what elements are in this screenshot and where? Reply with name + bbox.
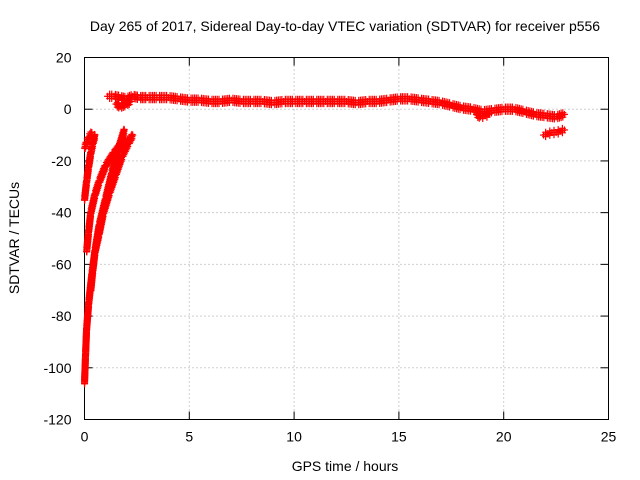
data-point-band-dip-2 [474, 109, 482, 117]
data-point-band-dip-2 [485, 110, 493, 118]
y-tick-label: -20 [51, 153, 71, 169]
y-tick-label: -100 [43, 360, 71, 376]
y-tick-label: 20 [56, 50, 72, 66]
x-tick-label: 0 [81, 429, 89, 445]
axis-ticks: -120 -100 -80 -60 -40 -20 0 20 0 5 10 15 20 25 [43, 50, 616, 445]
data-point-arc-rise-3 [127, 136, 135, 144]
data-point-arc-rise-2 [129, 131, 137, 139]
data-point-arc-rise-1 [120, 126, 128, 134]
y-tick-label: 0 [64, 101, 72, 117]
data-point-main-band [559, 109, 567, 117]
y-tick-label: -60 [51, 256, 71, 272]
x-tick-label: 20 [496, 429, 512, 445]
x-axis-label: GPS time / hours [292, 458, 399, 474]
y-axis-label: SDTVAR / TECUs [6, 182, 22, 294]
y-tick-label: -40 [51, 205, 71, 221]
x-tick-label: 5 [185, 429, 193, 445]
data-points [81, 90, 568, 388]
y-tick-label: -120 [43, 412, 71, 428]
data-point-late-segment [560, 126, 568, 134]
data-point-band-dip-1 [125, 96, 133, 104]
x-tick-label: 25 [601, 429, 617, 445]
y-tick-label: -80 [51, 308, 71, 324]
data-point-band-dip-1 [127, 97, 135, 105]
chart-title: Day 265 of 2017, Sidereal Day-to-day VTE… [90, 18, 600, 34]
x-tick-label: 15 [391, 429, 407, 445]
data-point-band-dip-1 [113, 99, 121, 107]
data-point-arc-early-5 [88, 128, 96, 136]
x-tick-label: 10 [286, 429, 302, 445]
data-point-main-band [560, 110, 568, 118]
data-point-arc-rise-3 [125, 135, 133, 143]
data-point-arc-rise-2 [128, 130, 136, 138]
